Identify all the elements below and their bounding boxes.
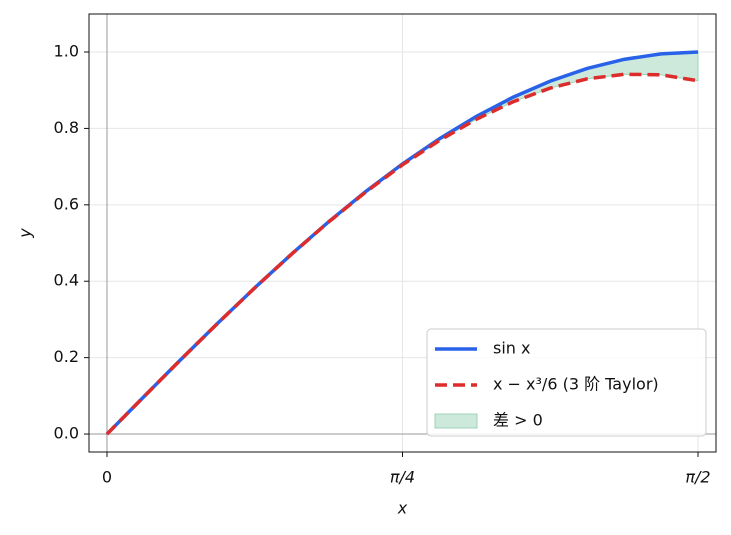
x-tick-label: 0	[102, 468, 112, 487]
x-tick-label: π/4	[390, 468, 415, 487]
y-tick-label: 0.4	[54, 271, 79, 290]
y-tick-label: 0.8	[54, 118, 79, 137]
x-tick-label: π/2	[685, 468, 710, 487]
y-tick-label: 1.0	[54, 42, 79, 61]
legend-box	[426, 328, 707, 437]
y-tick-label: 0.6	[54, 194, 79, 213]
legend-label: x − x³/6 (3 阶 Taylor)	[493, 375, 659, 394]
legend-label: sin x	[493, 339, 530, 358]
y-tick-label: 0.0	[54, 424, 79, 443]
series-line	[105, 72, 699, 436]
x-axis-label: x	[397, 499, 408, 518]
y-axis-label: y	[16, 228, 35, 239]
legend-label: 差 > 0	[493, 411, 543, 430]
legend-swatch	[434, 413, 478, 429]
plot-frame	[88, 13, 717, 453]
y-tick-label: 0.2	[54, 347, 79, 366]
